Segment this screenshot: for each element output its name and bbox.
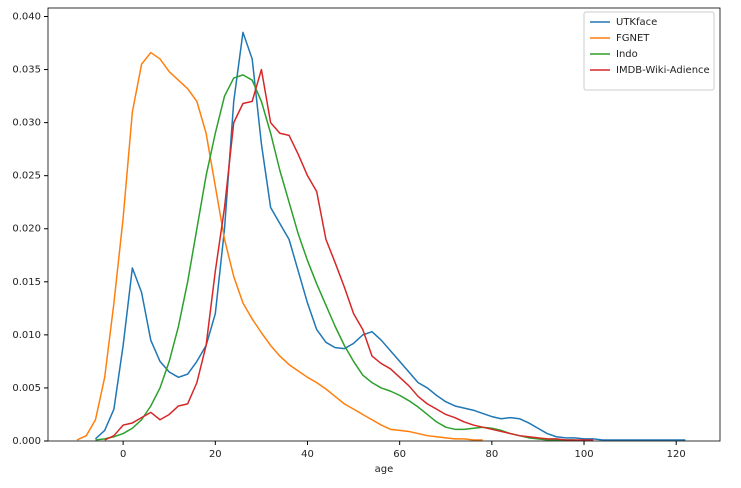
y-tick-label: 0.040: [12, 11, 41, 22]
y-tick-label: 0.035: [12, 65, 41, 76]
series-line: [104, 68, 594, 441]
x-tick-label: 80: [485, 449, 498, 460]
y-tick-label: 0.030: [12, 118, 41, 129]
y-tick-label: 0.000: [12, 436, 41, 447]
x-tick-label: 120: [667, 449, 686, 460]
legend-label: UTKface: [616, 17, 657, 28]
series-line: [76, 51, 483, 441]
legend-label: FGNET: [616, 33, 650, 44]
legend-label: IMDB-Wiki-Adience: [616, 65, 710, 76]
y-tick-label: 0.010: [12, 330, 41, 341]
series-line: [94, 31, 686, 441]
series-line: [95, 74, 575, 441]
x-tick-label: 40: [301, 449, 314, 460]
x-tick-label: 60: [393, 449, 406, 460]
plot-frame: [47, 7, 721, 442]
legend-label: Indo: [616, 49, 638, 60]
y-tick-label: 0.005: [12, 383, 41, 394]
x-axis-label: age: [375, 464, 394, 475]
y-tick-label: 0.025: [12, 171, 41, 182]
legend-box: [583, 11, 715, 91]
y-tick-label: 0.020: [12, 224, 41, 235]
y-tick-label: 0.015: [12, 277, 41, 288]
x-tick-label: 20: [209, 449, 222, 460]
x-tick-label: 0: [120, 449, 126, 460]
x-tick-label: 100: [574, 449, 593, 460]
